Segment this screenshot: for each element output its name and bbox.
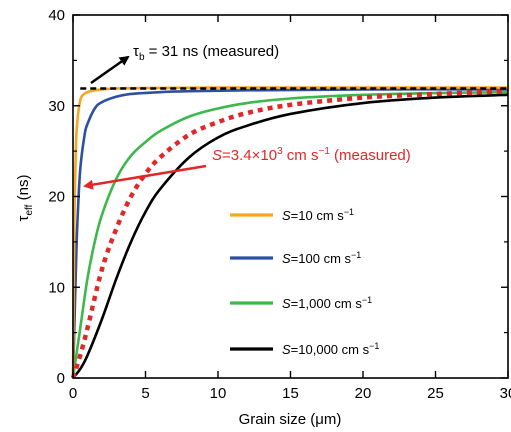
- series-line-2: [71, 90, 509, 379]
- tau-b-annotation: τb = 31 ns (measured): [90, 43, 279, 85]
- legend-item: S=10,000 cm s−1: [230, 341, 379, 357]
- x-tick-label: 10: [210, 385, 227, 402]
- plot-lines: [70, 86, 509, 379]
- series-line-4: [70, 88, 509, 379]
- legend-label: S=100 cm s−1: [282, 250, 361, 266]
- legend: S=10 cm s−1 S=100 cm s−1 S=1,000 cm s−1 …: [230, 207, 379, 357]
- y-tick-label: 40: [48, 7, 65, 24]
- x-tick-label: 0: [69, 385, 77, 402]
- series-line-3: [71, 93, 509, 379]
- tau-b-label: τb = 31 ns (measured): [133, 43, 279, 63]
- measured-s-label: S=3.4×103 cm s−1 (measured): [212, 146, 411, 164]
- legend-label: S=10 cm s−1: [282, 207, 354, 223]
- measured-s-annotation: S=3.4×103 cm s−1 (measured): [83, 146, 411, 190]
- x-tick-label: 25: [427, 385, 444, 402]
- measured-s-arrow: [83, 164, 207, 190]
- series-line-1: [71, 88, 509, 379]
- legend-label: S=10,000 cm s−1: [282, 341, 379, 357]
- x-tick-label: 30: [500, 385, 511, 402]
- x-axis-ticks: 0 5 10 15 20 25 30: [69, 15, 511, 402]
- x-tick-label: 20: [355, 385, 372, 402]
- y-tick-label: 30: [48, 98, 65, 115]
- legend-label: S=1,000 cm s−1: [282, 295, 372, 311]
- y-tick-label: 10: [48, 279, 65, 296]
- plot-frame: [72, 14, 509, 379]
- y-tick-label: 20: [48, 189, 65, 206]
- y-axis-label: τeff (ns): [15, 175, 35, 222]
- x-tick-label: 15: [282, 385, 299, 402]
- y-axis-ticks: 0 10 20 30 40: [48, 7, 508, 387]
- x-tick-label: 5: [141, 385, 149, 402]
- legend-item: S=100 cm s−1: [230, 250, 361, 266]
- series-line-0: [71, 86, 508, 379]
- tau-b-arrow: [90, 55, 130, 85]
- legend-item: S=10 cm s−1: [230, 207, 354, 223]
- y-tick-label: 0: [57, 370, 65, 387]
- legend-item: S=1,000 cm s−1: [230, 295, 372, 311]
- x-axis-label: Grain size (μm): [239, 411, 342, 428]
